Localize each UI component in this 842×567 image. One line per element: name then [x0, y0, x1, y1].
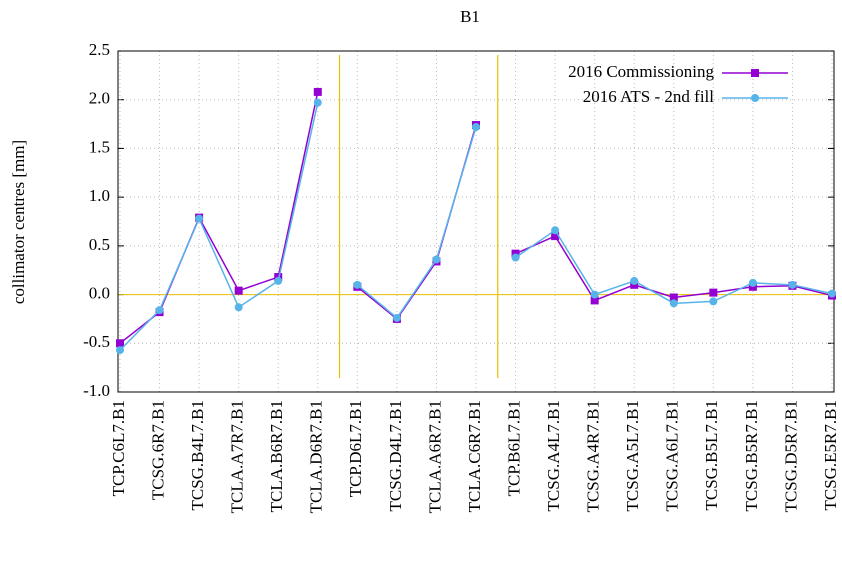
marker — [630, 276, 639, 285]
x-tick-label: TCP.D6L7.B1 — [346, 400, 365, 497]
marker — [116, 346, 124, 355]
x-tick-label: TCSG.B5L7.B1 — [702, 400, 721, 511]
x-tick-label: TCP.C6L7.B1 — [109, 400, 128, 496]
marker — [551, 232, 560, 241]
legend-label: 2016 Commissioning — [568, 62, 714, 81]
x-tick-label: TCSG.B4L7.B1 — [188, 400, 207, 511]
x-tick-label: TCSG.A4L7.B1 — [544, 400, 563, 511]
x-tick-label: TCSG.D5R7.B1 — [781, 400, 800, 512]
marker — [828, 289, 836, 298]
x-tick-label: TCSG.A4R7.B1 — [584, 400, 603, 512]
series-line — [356, 126, 477, 320]
x-tick-label: TCLA.C6R7.B1 — [465, 400, 484, 512]
marker — [590, 296, 599, 305]
y-tick-label: 0.5 — [89, 235, 110, 254]
x-tick-label: TCSG.D4L7.B1 — [386, 400, 405, 511]
marker — [788, 280, 797, 289]
series-line — [515, 235, 833, 302]
series-line — [119, 91, 319, 344]
y-tick-label: 1.5 — [89, 137, 110, 156]
y-axis-label: collimator centres [mm] — [9, 140, 28, 304]
x-tick-label: TCLA.A6R7.B1 — [425, 400, 444, 513]
marker — [234, 303, 243, 312]
marker — [590, 290, 599, 299]
y-tick-label: 2.0 — [89, 89, 110, 108]
x-tick-label: TCLA.A7R7.B1 — [228, 400, 247, 513]
y-tick-label: 2.5 — [89, 40, 110, 59]
y-tick-label: -1.0 — [83, 381, 110, 400]
y-tick-label: -0.5 — [83, 332, 110, 351]
x-tick-label: TCSG.6R7.B1 — [148, 400, 167, 500]
marker — [353, 280, 362, 289]
marker — [511, 253, 520, 262]
x-tick-label: TCSG.A5L7.B1 — [623, 400, 642, 511]
x-tick-label: TCP.B6L7.B1 — [504, 400, 523, 496]
legend-label: 2016 ATS - 2nd fill — [583, 87, 715, 106]
plot-frame — [117, 50, 835, 393]
y-tick-label: 1.0 — [89, 186, 110, 205]
marker — [551, 226, 560, 235]
marker — [313, 98, 322, 107]
marker — [155, 306, 164, 315]
x-tick-label: TCSG.B5R7.B1 — [742, 400, 761, 511]
legend-marker — [751, 69, 759, 77]
series-line — [119, 102, 319, 351]
x-tick-label: TCLA.D6R7.B1 — [307, 400, 326, 513]
marker — [709, 297, 718, 306]
y-tick-label: 0.0 — [89, 283, 110, 302]
marker — [116, 339, 124, 348]
x-tick-label: TCSG.A6L7.B1 — [663, 400, 682, 511]
series-line — [515, 229, 833, 305]
legend-marker — [751, 94, 759, 102]
marker — [195, 214, 204, 223]
marker — [432, 255, 441, 264]
marker — [234, 286, 243, 295]
marker — [748, 278, 757, 287]
marker — [669, 299, 678, 308]
marker — [472, 122, 480, 131]
x-tick-label: TCSG.E5R7.B1 — [821, 400, 840, 511]
marker — [392, 313, 401, 322]
marker — [669, 293, 678, 302]
marker — [709, 288, 718, 297]
marker — [313, 87, 322, 96]
chart-title: B1 — [460, 7, 480, 26]
x-tick-label: TCLA.B6R7.B1 — [267, 400, 286, 512]
marker — [274, 276, 283, 285]
